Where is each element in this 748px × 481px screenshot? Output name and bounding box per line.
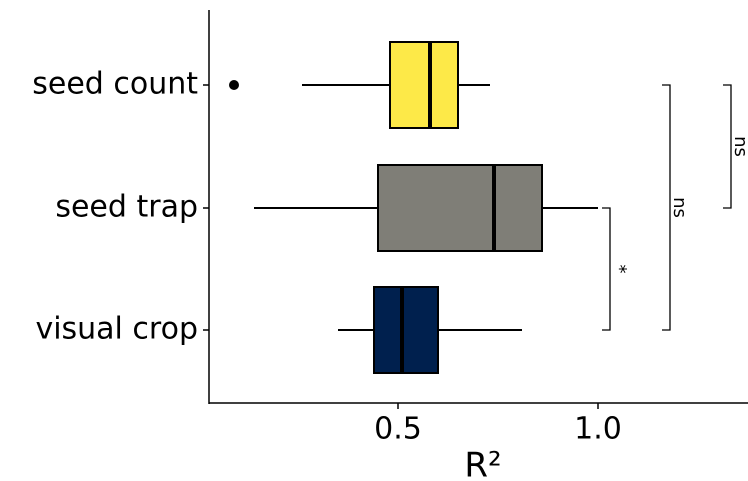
y-tick-label: visual crop: [35, 312, 198, 347]
significance-bracket: [602, 207, 611, 331]
box: [373, 286, 439, 374]
x-tick-label: 0.5: [374, 412, 422, 447]
significance-bracket: [723, 84, 732, 209]
significance-bracket: [662, 84, 671, 331]
x-axis-label: R²: [464, 446, 501, 481]
box: [377, 164, 543, 252]
y-tick-label: seed count: [32, 67, 198, 102]
significance-label: ns: [669, 197, 690, 218]
box: [389, 41, 459, 129]
outlier: [229, 80, 239, 90]
x-tick-label: 1.0: [574, 412, 622, 447]
y-tick-label: seed trap: [55, 190, 198, 225]
significance-label: ns: [730, 136, 748, 157]
significance-label: *: [609, 265, 630, 274]
